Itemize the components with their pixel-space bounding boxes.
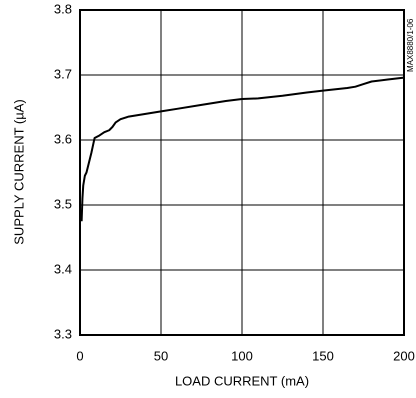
y-tick-label: 3.7: [54, 66, 72, 81]
x-tick-label: 0: [76, 348, 83, 363]
y-axis-label: SUPPLY CURRENT (µA): [11, 99, 26, 244]
data-line: [80, 76, 405, 222]
plot-frame: [79, 9, 405, 336]
x-tick-label: 100: [231, 348, 253, 363]
y-tick-label: 3.4: [54, 261, 72, 276]
x-tick-label: 50: [154, 348, 168, 363]
x-tick-label: 200: [393, 348, 415, 363]
x-tick-label: 150: [312, 348, 334, 363]
y-tick-label: 3.6: [54, 131, 72, 146]
y-tick-label: 3.8: [54, 1, 72, 16]
y-tick-label: 3.3: [54, 326, 72, 341]
annotation: MAX8880/1-06: [406, 18, 415, 72]
y-tick-label: 3.5: [54, 196, 72, 211]
x-axis-label: LOAD CURRENT (mA): [175, 373, 309, 388]
